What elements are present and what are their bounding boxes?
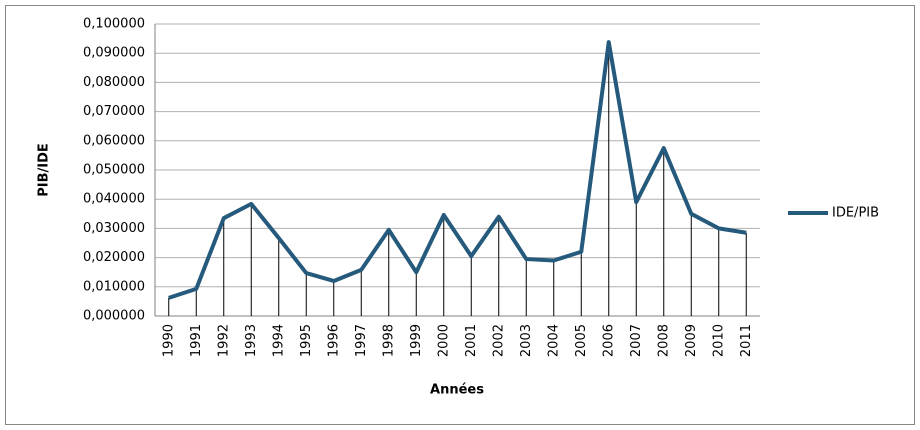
y-tick-label: 0,080000 <box>83 75 145 90</box>
x-tick-label: 2001 <box>464 324 479 357</box>
x-tick-label: 1994 <box>271 324 286 357</box>
x-tick-label: 2005 <box>574 324 589 357</box>
x-tick-label: 1990 <box>161 324 176 357</box>
x-tick-label: 1998 <box>381 324 396 357</box>
chart-frame <box>5 5 915 425</box>
y-tick-label: 0,000000 <box>83 309 145 324</box>
x-tick-label: 2010 <box>711 324 726 357</box>
x-tick-label: 2009 <box>684 324 699 357</box>
x-tick-label: 2006 <box>601 324 616 357</box>
y-axis-title: PIB/IDE <box>37 143 52 197</box>
x-tick-label: 1996 <box>326 324 341 357</box>
y-tick-label: 0,030000 <box>83 221 145 236</box>
x-tick-label: 2002 <box>491 324 506 357</box>
x-tick-label: 2003 <box>519 324 534 357</box>
x-tick-label: 1991 <box>189 324 204 357</box>
x-tick-label: 2008 <box>656 324 671 357</box>
x-tick-label: 2004 <box>546 324 561 357</box>
x-tick-label: 1992 <box>216 324 231 357</box>
x-tick-label: 1993 <box>244 324 259 357</box>
data-line <box>168 40 747 300</box>
x-tick-label: 2007 <box>629 324 644 357</box>
x-tick-label: 1995 <box>299 324 314 357</box>
legend-label: IDE/PIB <box>832 206 879 221</box>
x-axis-title: Années <box>430 383 484 398</box>
y-tick-label: 0,100000 <box>83 17 145 32</box>
y-tick-label: 0,010000 <box>83 279 145 294</box>
x-tick-label: 1997 <box>354 324 369 357</box>
y-tick-label: 0,020000 <box>83 250 145 265</box>
x-tick-label: 2000 <box>436 324 451 357</box>
y-tick-label: 0,060000 <box>83 133 145 148</box>
y-tick-label: 0,090000 <box>83 46 145 61</box>
x-tick-label: 1999 <box>409 324 424 357</box>
y-tick-label: 0,070000 <box>83 104 145 119</box>
y-tick-label: 0,050000 <box>83 163 145 178</box>
x-tick-label: 2011 <box>739 324 754 357</box>
y-tick-label: 0,040000 <box>83 192 145 207</box>
